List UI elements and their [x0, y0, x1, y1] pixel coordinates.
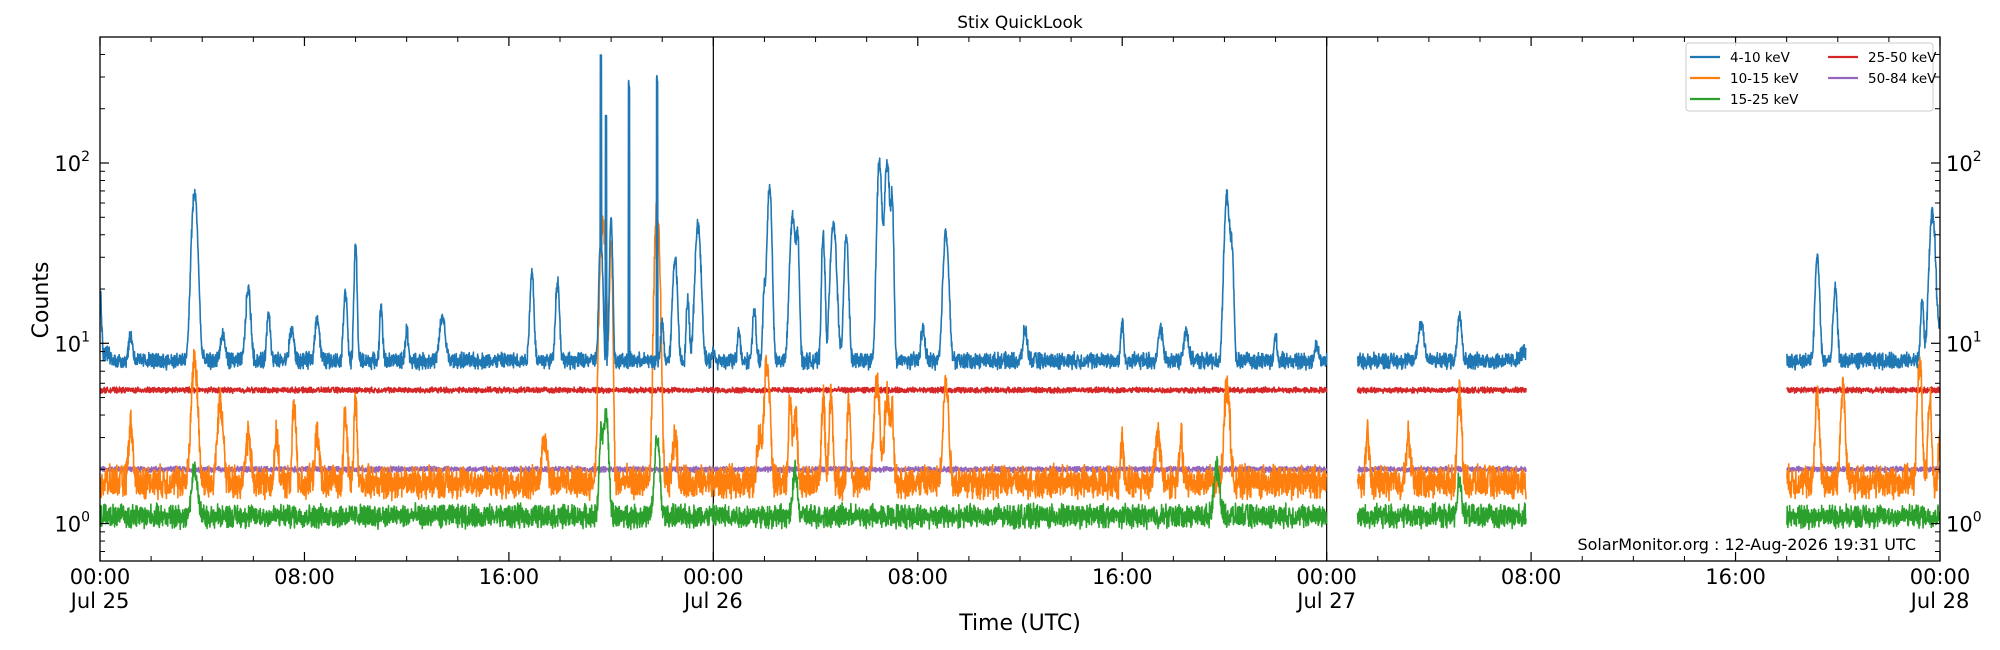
series-layer — [100, 54, 1940, 531]
series-line-10-15-keV — [100, 202, 1940, 502]
x-tick-time-label: 08:00 — [274, 565, 335, 589]
x-tick-time-label: 16:00 — [1092, 565, 1153, 589]
x-tick-time-label: 00:00 — [1910, 565, 1971, 589]
x-tick-date-label: Jul 26 — [682, 589, 743, 613]
x-tick-time-label: 16:00 — [1705, 565, 1766, 589]
y-axis-ticks: 100 100 101 101 102 102 — [54, 36, 1982, 552]
chart-title: Stix QuickLook — [957, 13, 1083, 33]
legend-label: 4-10 keV — [1730, 50, 1791, 66]
series-line-50-84-keV — [100, 465, 1940, 474]
y-tick-label-right: 102 — [1946, 149, 1982, 176]
y-tick-label-left: 100 — [54, 510, 90, 537]
x-tick-time-label: 00:00 — [1296, 565, 1357, 589]
x-tick-date-label: Jul 28 — [1909, 589, 1970, 613]
series-line-15-25-keV — [100, 407, 1940, 531]
legend-label: 25-50 keV — [1868, 50, 1937, 66]
x-tick-time-label: 16:00 — [479, 565, 540, 589]
y-tick-label-right: 101 — [1946, 329, 1982, 356]
series-line-25-50-keV — [100, 386, 1940, 395]
x-tick-time-label: 08:00 — [1501, 565, 1562, 589]
legend-label: 50-84 keV — [1868, 71, 1937, 87]
y-axis-label: Counts — [29, 262, 54, 339]
y-tick-label-left: 101 — [54, 329, 90, 356]
y-tick-label-left: 102 — [54, 149, 90, 176]
series-line-4-10-keV — [100, 54, 1940, 371]
legend-box — [1685, 42, 1934, 112]
watermark-text: SolarMonitor.org : 12-Aug-2026 19:31 UTC — [1577, 535, 1916, 554]
x-tick-date-label: Jul 27 — [1295, 589, 1356, 613]
legend-label: 10-15 keV — [1730, 71, 1799, 87]
x-tick-date-label: Jul 25 — [69, 589, 130, 613]
x-tick-time-label: 00:00 — [70, 565, 131, 589]
y-tick-label-right: 100 — [1946, 510, 1982, 537]
legend: 4-10 keV 10-15 keV 15-25 keV 25-50 keV 50-84… — [1685, 42, 1937, 112]
x-axis-label: Time (UTC) — [958, 611, 1081, 636]
x-tick-time-label: 08:00 — [888, 565, 949, 589]
x-tick-time-label: 00:00 — [683, 565, 744, 589]
legend-label: 15-25 keV — [1730, 92, 1799, 108]
